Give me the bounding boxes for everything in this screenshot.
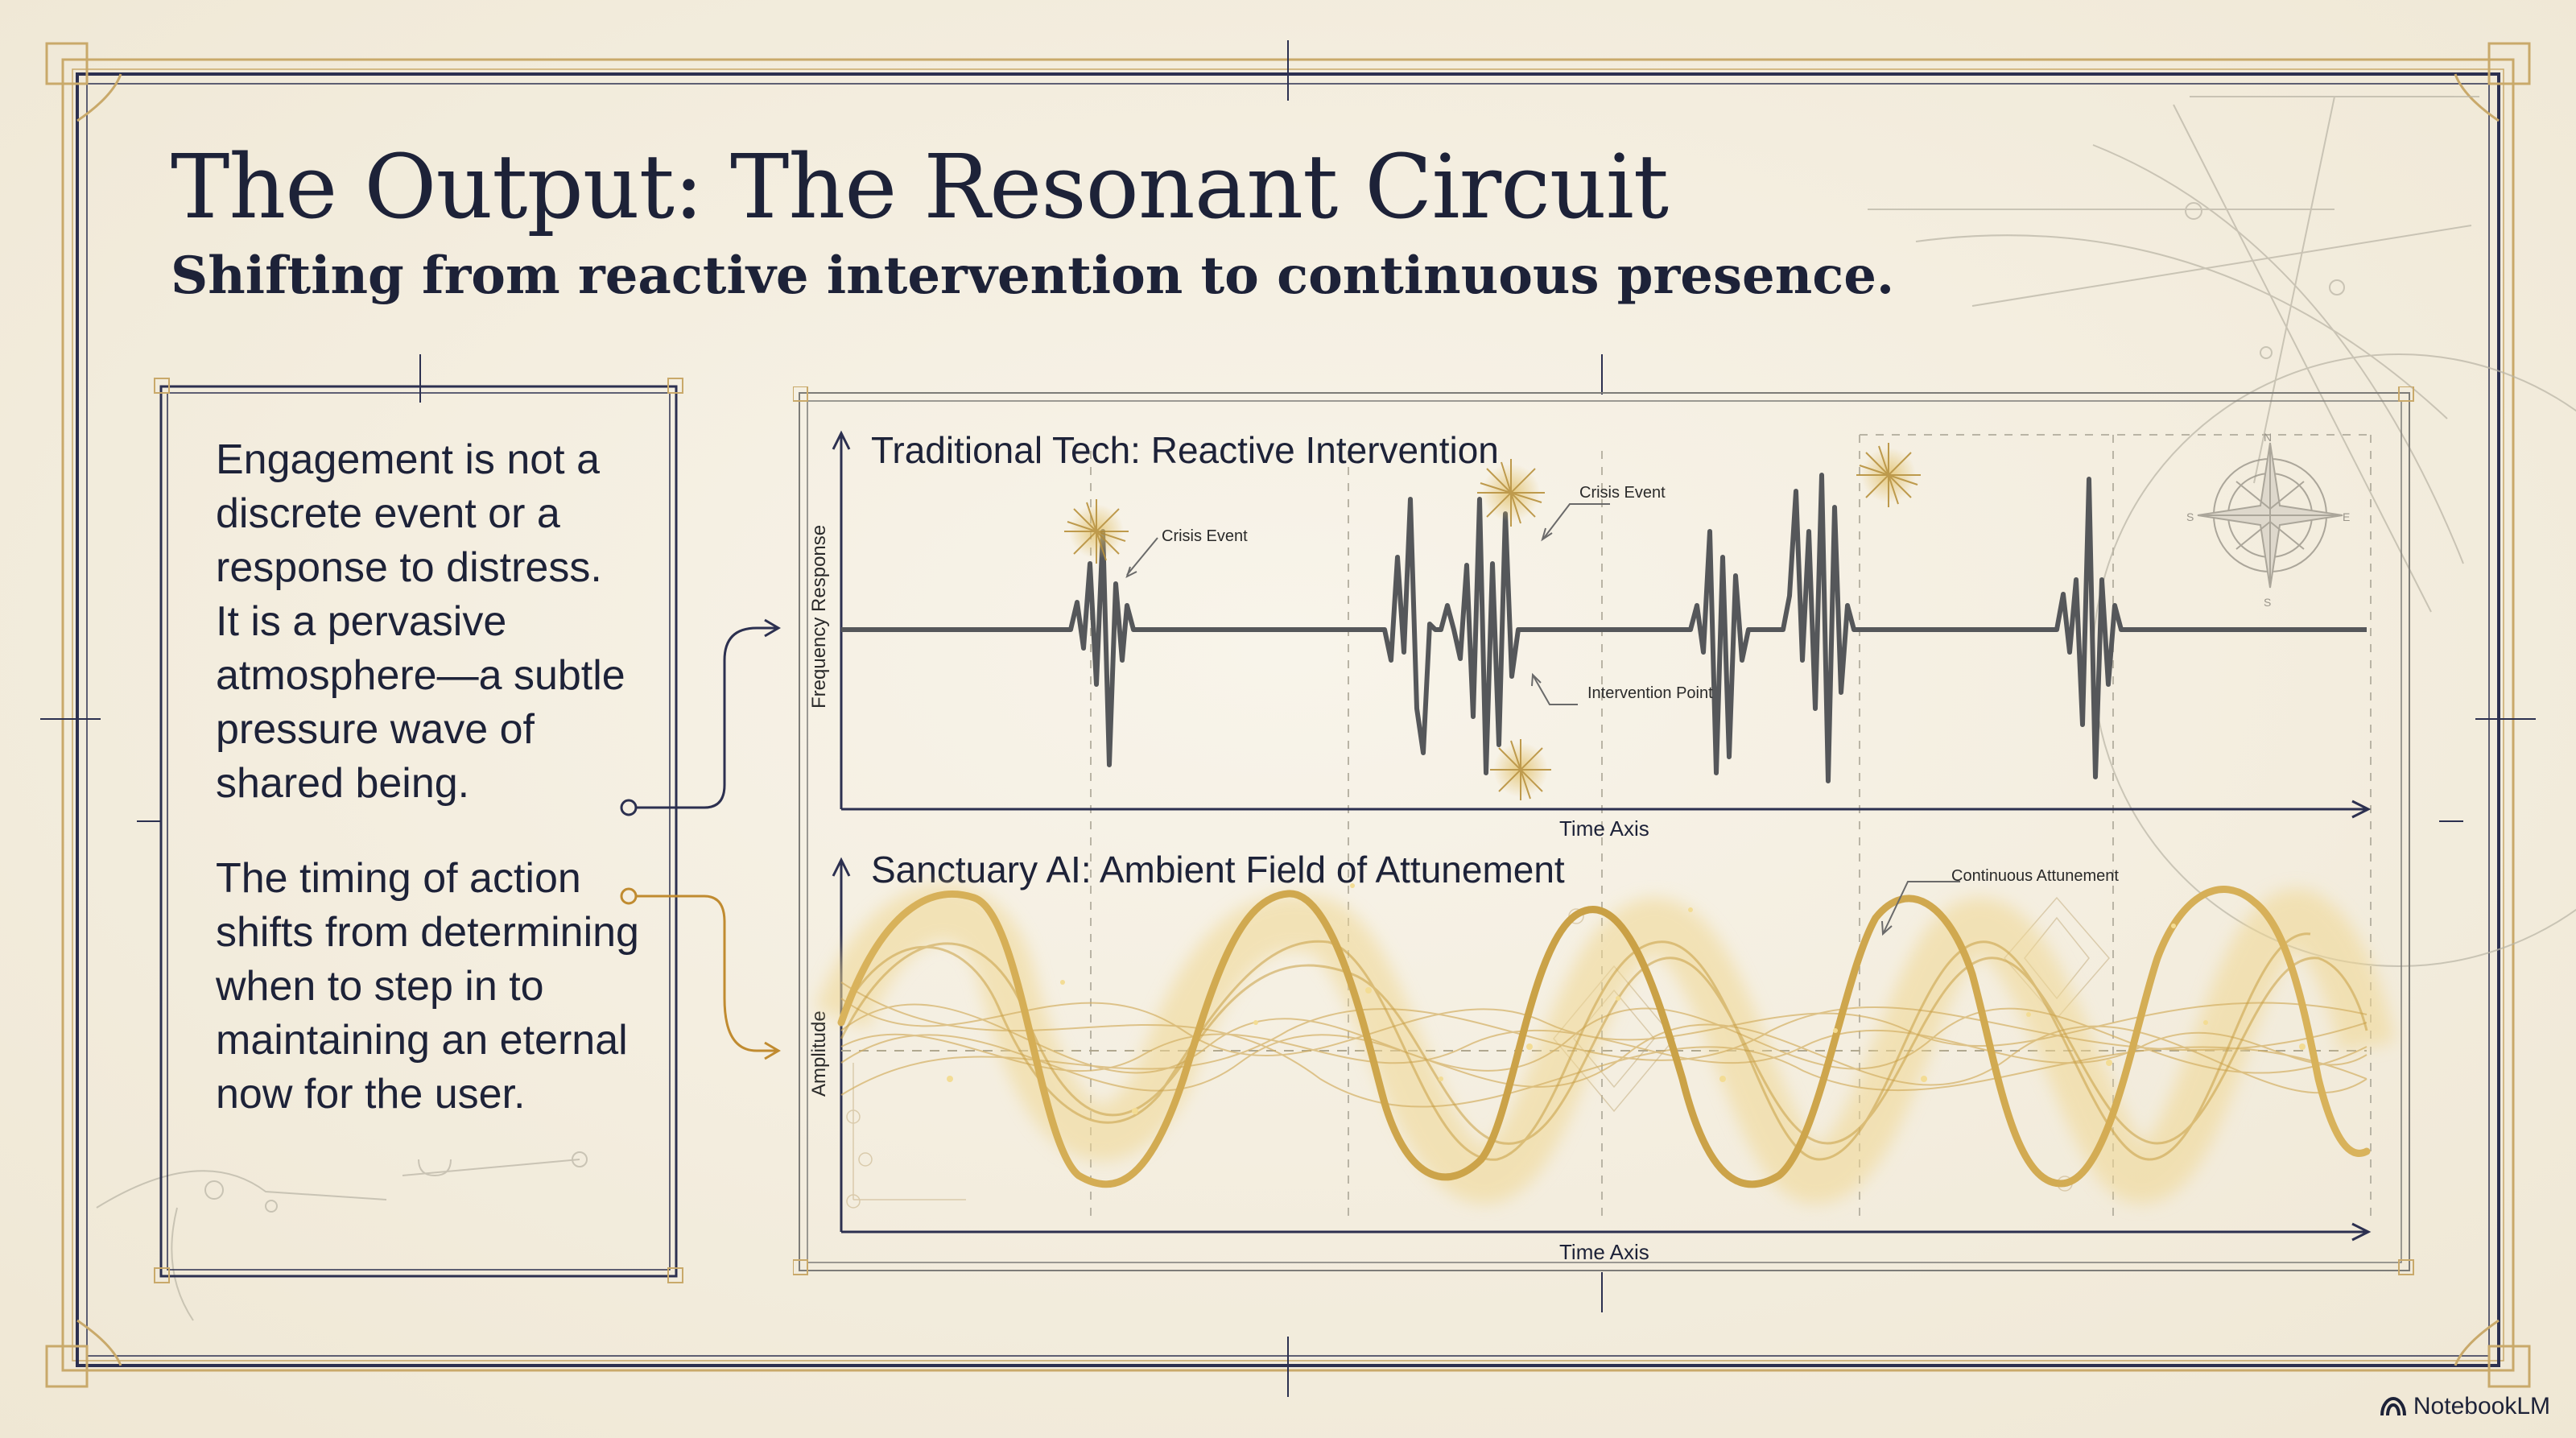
- compass-rose-icon: [2197, 442, 2343, 589]
- chart-top-axes: [832, 430, 2372, 819]
- compass-s-label: S: [2264, 596, 2272, 609]
- paragraph-timing: The timing of action shifts from determi…: [216, 855, 639, 1118]
- chart-bottom-title: Sanctuary AI: Ambient Field of Attunemen…: [871, 849, 1565, 890]
- chart-top-x-label: Time Axis: [1559, 816, 1649, 841]
- compass-n-label: N: [2264, 431, 2273, 444]
- compass-e-label: E: [2343, 510, 2351, 523]
- chart-top-title: Traditional Tech: Reactive Intervention: [871, 429, 1499, 471]
- annotation-crisis-event-2: Crisis Event: [1579, 484, 1666, 502]
- text-panel-frame: [154, 378, 683, 1283]
- notebooklm-logo-icon: [2380, 1396, 2406, 1416]
- compass-w-label: S: [2186, 510, 2194, 523]
- brand-name: NotebookLM: [2413, 1393, 2550, 1419]
- crisis-burst-icons: [1064, 443, 1921, 800]
- notebooklm-brand: NotebookLM: [2380, 1393, 2550, 1420]
- slide-title: The Output: The Resonant Circuit: [171, 135, 1669, 238]
- chart-bottom-x-label: Time Axis: [1559, 1240, 1649, 1264]
- slide-subtitle: Shifting from reactive intervention to c…: [171, 246, 1895, 306]
- connector-arrows: [620, 618, 781, 1060]
- reactive-waveform: [841, 473, 2367, 783]
- chart-panel-frame: [793, 386, 2414, 1275]
- paragraph-engagement: Engagement is not a discrete event or a …: [216, 436, 625, 807]
- attunement-waveform: [837, 886, 2371, 1188]
- annotation-crisis-event-1: Crisis Event: [1162, 527, 1248, 545]
- chart-top-plot: [832, 430, 2372, 819]
- chart-bottom-plot: [815, 857, 2395, 1242]
- annotation-intervention-point: Intervention Point: [1587, 684, 1713, 702]
- annotation-continuous-attunement: Continuous Attunement: [1951, 867, 2119, 885]
